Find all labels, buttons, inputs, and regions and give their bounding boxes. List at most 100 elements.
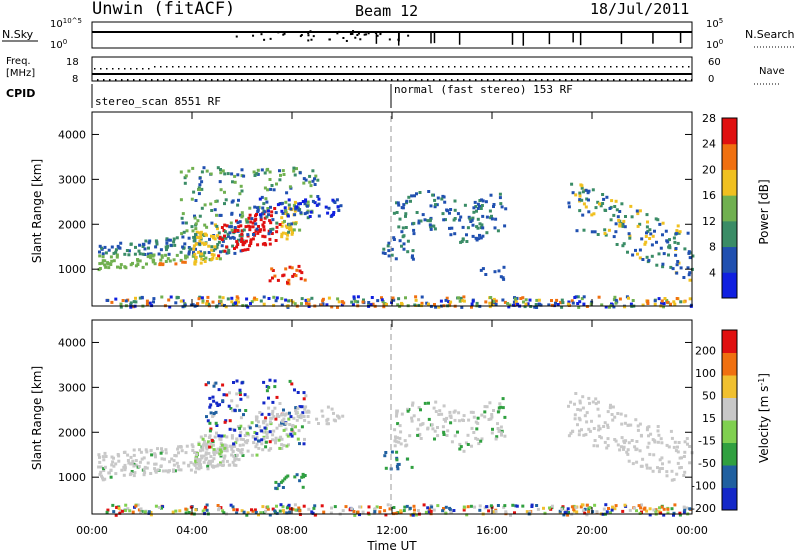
- range-cell: [501, 298, 505, 302]
- range-cell: [645, 213, 649, 217]
- nave-point: [106, 68, 108, 70]
- range-cell: [129, 455, 133, 459]
- range-cell: [297, 429, 301, 433]
- range-cell: [390, 253, 394, 257]
- range-cell: [661, 265, 665, 269]
- range-cell: [638, 449, 642, 453]
- nave-point: [211, 79, 213, 81]
- range-cell: [223, 446, 227, 450]
- range-cell: [283, 219, 286, 223]
- range-cell: [216, 243, 220, 246]
- range-cell: [262, 401, 266, 405]
- range-cell: [499, 431, 503, 435]
- range-cell: [211, 395, 215, 399]
- range-cell: [502, 505, 506, 509]
- range-cell: [296, 391, 300, 394]
- range-cell: [238, 192, 242, 196]
- nave-point: [565, 79, 567, 81]
- nave-point: [640, 66, 642, 68]
- range-cell: [264, 197, 268, 201]
- nave-point: [121, 79, 123, 81]
- range-cell: [683, 470, 687, 474]
- range-cell: [308, 215, 312, 218]
- range-cell: [673, 440, 677, 444]
- range-cell: [170, 457, 174, 461]
- range-cell: [563, 511, 567, 515]
- range-cell: [254, 445, 258, 449]
- range-cell: [406, 409, 410, 413]
- range-cell: [393, 439, 397, 443]
- range-cell: [432, 406, 436, 410]
- range-cell: [251, 221, 255, 225]
- range-cell: [300, 425, 304, 429]
- nave-point: [517, 79, 519, 81]
- range-cell: [212, 253, 216, 257]
- range-cell: [210, 209, 214, 212]
- range-cell: [442, 507, 445, 510]
- range-cell: [225, 449, 229, 453]
- range-cell: [399, 511, 403, 515]
- range-cell: [375, 505, 379, 509]
- range-cell: [221, 249, 225, 253]
- range-cell: [378, 510, 382, 514]
- range-cell: [203, 223, 207, 227]
- range-cell: [582, 228, 586, 232]
- range-cell: [247, 224, 251, 228]
- range-cell: [624, 439, 628, 443]
- range-cell: [350, 300, 354, 304]
- cpid-panel: CPID stereo_scan 8551 RF normal (fast st…: [6, 83, 573, 108]
- range-cell: [154, 504, 158, 508]
- range-cell: [238, 391, 242, 394]
- range-cell: [137, 508, 141, 512]
- nave-point: [526, 66, 528, 68]
- nave-point: [154, 66, 156, 68]
- range-cell: [627, 459, 631, 463]
- range-cell: [459, 445, 463, 449]
- range-cell: [655, 240, 658, 244]
- nave-point: [181, 79, 183, 81]
- range-cell: [168, 460, 172, 464]
- range-cell: [194, 255, 198, 259]
- noise-point: [345, 39, 348, 42]
- range-cell: [220, 303, 224, 307]
- range-cell: [573, 296, 577, 299]
- range-cell: [269, 205, 272, 209]
- range-cell: [502, 277, 506, 281]
- range-cell: [226, 297, 230, 301]
- range-cell: [524, 302, 528, 306]
- range-cell: [300, 271, 304, 275]
- range-cell: [484, 300, 488, 304]
- range-cell: [175, 253, 179, 257]
- range-cell: [500, 433, 503, 437]
- range-cell: [670, 478, 674, 482]
- range-cell: [458, 218, 462, 222]
- range-cell: [272, 188, 276, 192]
- range-cell: [269, 447, 273, 451]
- range-cell: [149, 511, 153, 514]
- nave-point: [604, 66, 606, 68]
- range-cell: [187, 169, 191, 173]
- nave-point: [244, 66, 246, 68]
- nave-point: [355, 79, 357, 81]
- range-cell: [212, 448, 216, 452]
- range-cell: [446, 429, 450, 433]
- range-cell: [114, 248, 118, 252]
- nave-point: [292, 66, 294, 68]
- range-cell: [270, 210, 274, 214]
- range-cell: [244, 218, 248, 222]
- range-cell: [494, 299, 498, 303]
- range-cell: [398, 239, 402, 243]
- nave-point: [682, 66, 684, 68]
- range-cell: [647, 441, 651, 445]
- range-cell: [691, 254, 695, 258]
- range-cell: [216, 404, 220, 407]
- range-cell: [535, 298, 539, 302]
- range-cell: [154, 455, 157, 459]
- range-cell: [187, 246, 191, 249]
- range-cell: [200, 206, 204, 210]
- noise-point: [307, 39, 310, 42]
- range-cell: [242, 510, 246, 514]
- range-cell: [616, 412, 620, 415]
- range-cell: [297, 506, 301, 510]
- range-cell: [594, 397, 598, 401]
